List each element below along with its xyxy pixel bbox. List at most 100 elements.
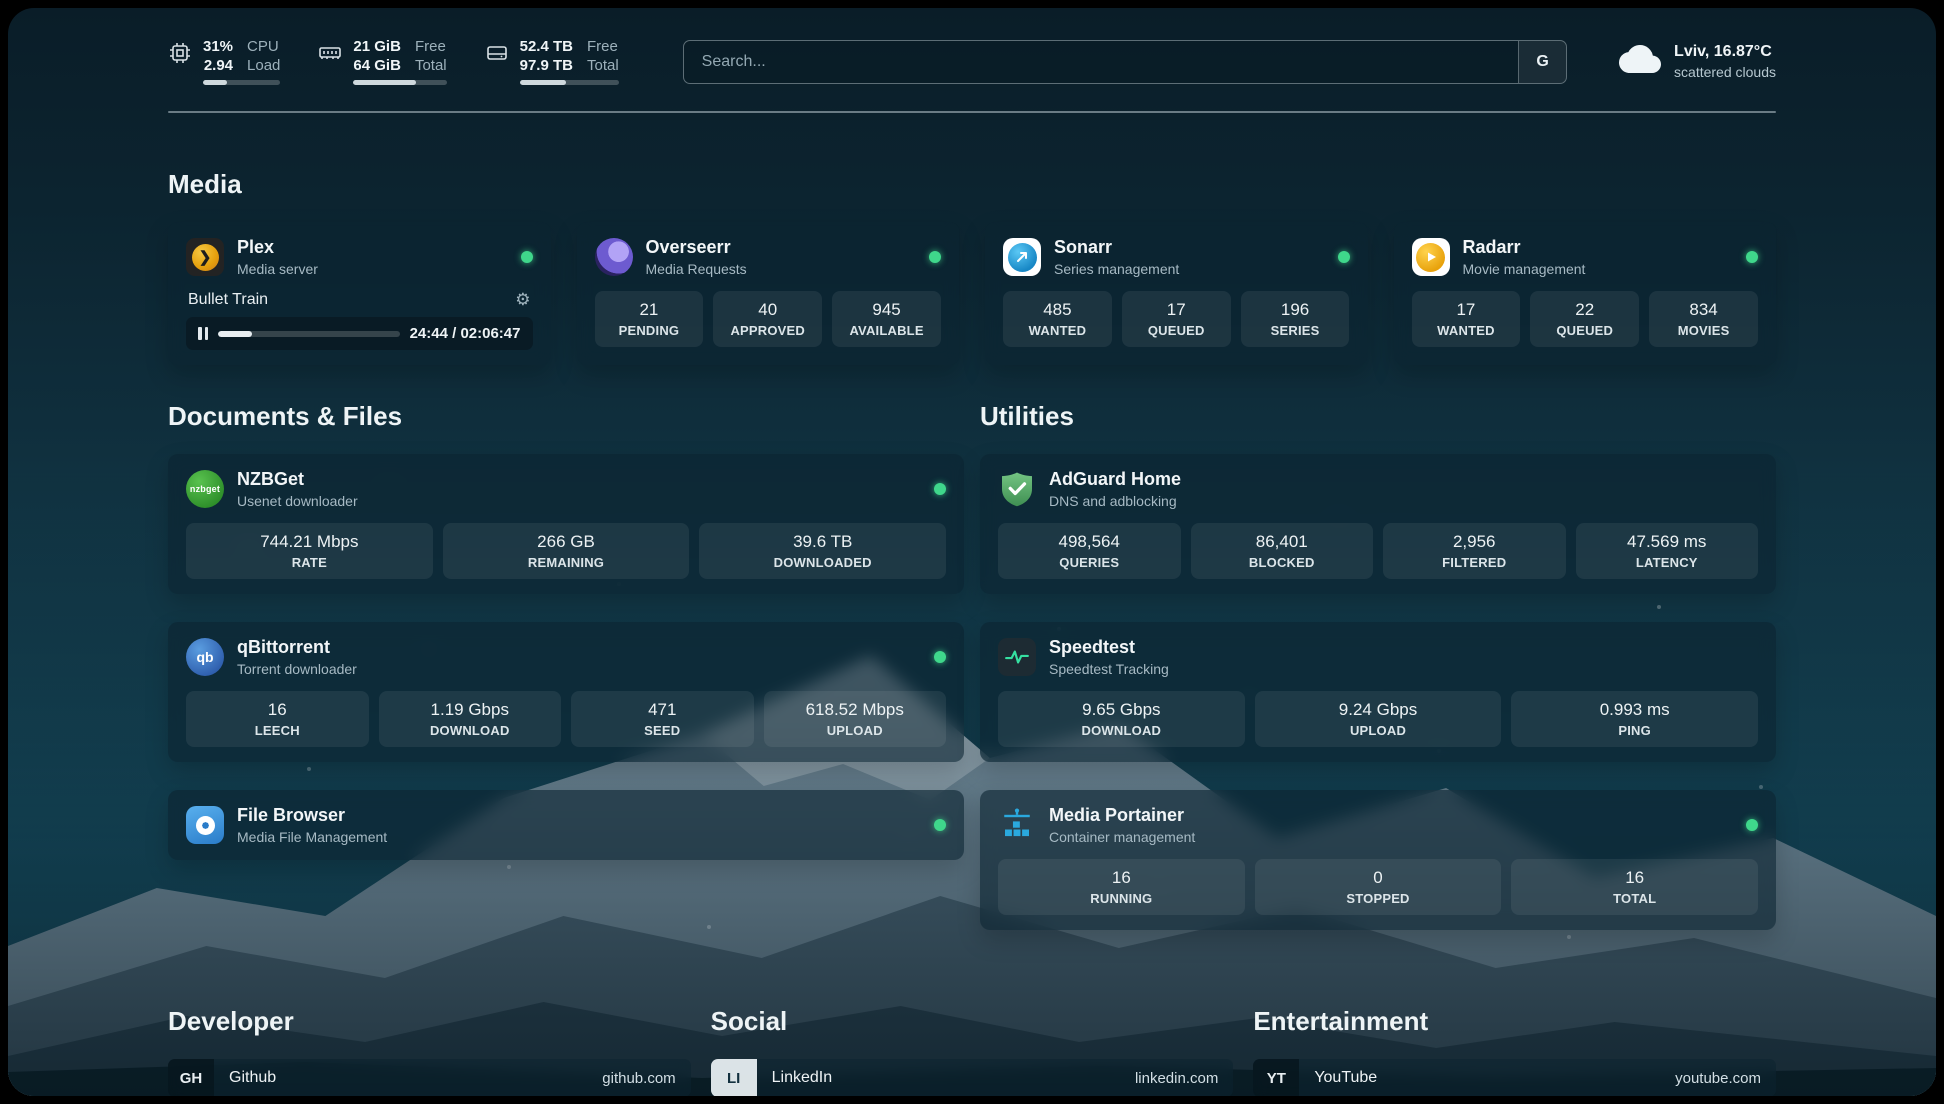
disk-total-value: 97.9 TB — [519, 57, 573, 74]
entertainment-section-title: Entertainment — [1253, 1006, 1429, 1036]
cpu-usage-bar — [203, 80, 281, 85]
section-documents: Documents & Files nzbget NZBGet Usenet d… — [168, 401, 964, 930]
plex-name: Plex — [237, 237, 275, 257]
app-card-qbittorrent[interactable]: qb qBittorrent Torrent downloader — [168, 622, 964, 762]
speedtest-stat-ping: 0.993 ms PING — [1511, 691, 1759, 747]
nzbget-stat-rate: 744.21 Mbps RATE — [186, 523, 433, 579]
speedtest-icon — [998, 638, 1036, 676]
weather-condition: scattered clouds — [1674, 64, 1776, 80]
disk-icon — [485, 41, 509, 70]
adguard-description: DNS and adblocking — [1049, 493, 1177, 509]
overseerr-stat-available: 945 AVAILABLE — [832, 291, 941, 347]
cpu-icon — [168, 41, 192, 70]
adguard-icon — [998, 470, 1036, 508]
disk-total-label: Total — [586, 57, 619, 74]
linkedin-badge: LI — [710, 1059, 757, 1096]
app-card-nzbget[interactable]: nzbget NZBGet Usenet downloader — [168, 454, 964, 594]
filebrowser-status-dot — [934, 819, 946, 831]
sonarr-name: Sonarr — [1054, 237, 1113, 257]
memory-widget: 21 GiB Free 64 GiB Total — [318, 38, 447, 85]
qbittorrent-description: Torrent downloader — [237, 661, 357, 677]
portainer-name: Media Portainer — [1049, 805, 1185, 825]
app-card-radarr[interactable]: Radarr Movie management 17 WANTED 2 — [1393, 222, 1776, 365]
bookmark-github[interactable]: GH Github github.com — [168, 1059, 691, 1096]
app-card-filebrowser[interactable]: File Browser Media File Management — [168, 790, 964, 860]
plex-player-bar: 24:44 / 02:06:47 — [186, 317, 533, 350]
radarr-name: Radarr — [1462, 237, 1521, 257]
portainer-stat-total: 16 TOTAL — [1511, 859, 1759, 915]
adguard-name: AdGuard Home — [1049, 469, 1182, 489]
documents-section-title: Documents & Files — [168, 401, 403, 431]
speedtest-stat-upload: 9.24 Gbps UPLOAD — [1254, 691, 1502, 747]
sonarr-icon — [1003, 238, 1041, 276]
bookmark-linkedin[interactable]: LI LinkedIn linkedin.com — [710, 1059, 1234, 1096]
adguard-stat-filtered: 2,956 FILTERED — [1383, 523, 1566, 579]
portainer-description: Container management — [1049, 829, 1196, 845]
speedtest-description: Speedtest Tracking — [1049, 661, 1169, 677]
sonarr-description: Series management — [1054, 261, 1180, 277]
overseerr-status-dot — [929, 251, 941, 263]
memory-total-value: 64 GiB — [353, 57, 401, 74]
app-card-overseerr[interactable]: Overseerr Media Requests 21 PENDING — [576, 222, 959, 365]
cloud-icon — [1619, 38, 1662, 85]
memory-free-label: Free — [414, 38, 446, 55]
cpu-load-label: Load — [247, 57, 281, 74]
portainer-icon — [998, 806, 1036, 844]
search-input[interactable] — [683, 40, 1519, 83]
section-utilities: Utilities — [980, 401, 1776, 930]
dashboard-screen: 31% CPU 2.94 Load — [8, 8, 1936, 1096]
qbittorrent-stat-seed: 471 SEED — [571, 691, 754, 747]
sonarr-stat-queued: 17 QUEUED — [1121, 291, 1231, 347]
radarr-status-dot — [1746, 251, 1758, 263]
qbittorrent-status-dot — [934, 651, 946, 663]
app-card-plex[interactable]: ❯ Plex Media server Bullet Train ⚙ — [168, 222, 551, 365]
plex-status-dot — [520, 251, 533, 263]
memory-usage-bar-fill — [353, 80, 416, 85]
cpu-percent-value: 31% — [203, 38, 234, 55]
section-developer: Developer GH Github github.com SO StackO… — [168, 1006, 691, 1096]
disk-free-value: 52.4 TB — [519, 38, 573, 55]
qbittorrent-stat-leech: 16 LEECH — [186, 691, 369, 747]
app-card-speedtest[interactable]: Speedtest Speedtest Tracking 9.65 Gbps D… — [980, 622, 1776, 762]
overseerr-stat-pending: 21 PENDING — [594, 291, 704, 347]
qbittorrent-stat-download: 1.19 Gbps DOWNLOAD — [378, 691, 561, 747]
disk-free-label: Free — [586, 38, 618, 55]
sonarr-status-dot — [1337, 251, 1350, 263]
section-media: Media ❯ Plex Media server — [168, 169, 1776, 365]
overseerr-description: Media Requests — [645, 261, 747, 277]
plex-playback-time: 24:44 / 02:06:47 — [409, 325, 521, 342]
cpu-percent-label: CPU — [247, 38, 279, 55]
app-card-adguard[interactable]: AdGuard Home DNS and adblocking 498,564 … — [980, 454, 1776, 594]
overseerr-stat-approved: 40 APPROVED — [713, 291, 823, 347]
radarr-stat-movies: 834 MOVIES — [1649, 291, 1758, 347]
qbittorrent-stat-upload: 618.52 Mbps UPLOAD — [763, 691, 946, 747]
app-card-portainer[interactable]: Media Portainer Container management 16 … — [980, 790, 1776, 930]
overseerr-icon — [594, 238, 633, 276]
cpu-load-value: 2.94 — [203, 57, 234, 74]
search-engine-button[interactable]: G — [1518, 40, 1567, 83]
search-box: G — [682, 39, 1568, 84]
disk-usage-bar — [519, 80, 619, 85]
developer-section-title: Developer — [168, 1006, 294, 1036]
portainer-stat-running: 16 RUNNING — [998, 859, 1245, 915]
overseerr-name: Overseerr — [645, 237, 731, 257]
qbittorrent-icon: qb — [186, 638, 224, 676]
gear-icon[interactable]: ⚙ — [515, 290, 531, 309]
adguard-stat-queries: 498,564 QUERIES — [998, 523, 1181, 579]
radarr-icon — [1411, 238, 1450, 276]
section-social: Social LI LinkedIn linkedin.com TW Twitt… — [710, 1006, 1234, 1096]
section-entertainment: Entertainment YT YouTube youtube.com NF … — [1253, 1006, 1776, 1096]
cpu-widget: 31% CPU 2.94 Load — [168, 38, 281, 85]
pause-button[interactable] — [198, 327, 208, 340]
radarr-stat-queued: 22 QUEUED — [1530, 291, 1640, 347]
youtube-badge: YT — [1253, 1059, 1300, 1096]
plex-progress-fill — [218, 330, 253, 337]
app-card-sonarr[interactable]: Sonarr Series management 485 WANTED — [985, 222, 1368, 365]
bookmark-youtube[interactable]: YT YouTube youtube.com — [1253, 1059, 1776, 1096]
disk-usage-bar-fill — [519, 80, 567, 85]
nzbget-stat-remaining: 266 GB REMAINING — [442, 523, 690, 579]
utilities-section-title: Utilities — [980, 401, 1074, 431]
portainer-status-dot — [1746, 819, 1758, 831]
plex-progress-bar[interactable] — [218, 330, 400, 337]
cpu-usage-bar-fill — [203, 80, 227, 85]
